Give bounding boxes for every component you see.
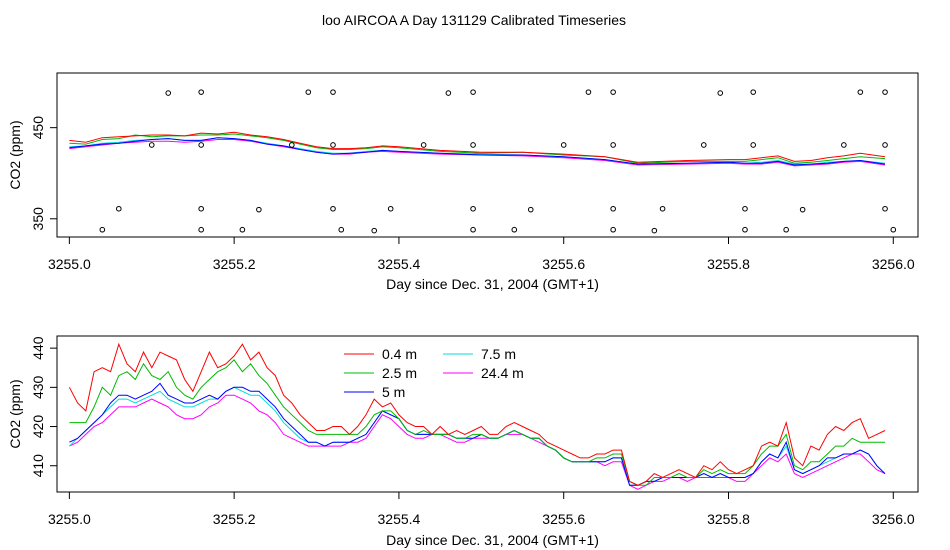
legend-label: 24.4 m — [481, 365, 524, 381]
data-point-marker — [585, 89, 592, 95]
data-point-marker — [115, 205, 122, 212]
series-line-24-4-m — [69, 394, 886, 490]
data-point-marker — [882, 205, 888, 212]
legend-label: 2.5 m — [382, 365, 417, 381]
y-axis-label: CO2 (ppm) — [7, 120, 23, 189]
data-point-marker — [882, 89, 888, 95]
plot-frame — [56, 335, 919, 493]
x-tick-label: 3256.0 — [872, 256, 915, 272]
data-point-marker — [700, 142, 707, 148]
data-point-marker — [198, 226, 204, 233]
series-line-2-5-m — [69, 359, 885, 486]
y-tick-label: 440 — [30, 336, 46, 360]
x-tick-label: 3255.0 — [48, 511, 91, 527]
data-point-marker — [330, 142, 336, 148]
data-point-marker — [239, 226, 246, 233]
data-point-marker — [799, 206, 806, 213]
series-line-5-m — [69, 137, 886, 166]
y-axis-label: CO2 (ppm) — [7, 379, 23, 448]
figure-title: loo AIRCOA A Day 131129 Calibrated Times… — [322, 12, 626, 28]
data-point-marker — [198, 205, 204, 212]
plot-frame — [56, 72, 919, 238]
series-line-2-5-m — [69, 133, 886, 164]
data-point-marker — [651, 227, 658, 234]
x-tick-label: 3255.2 — [213, 256, 256, 272]
y-tick-label: 410 — [30, 454, 46, 478]
data-point-marker — [338, 226, 345, 233]
data-point-marker — [198, 142, 204, 148]
data-point-marker — [750, 89, 757, 95]
data-point-marker — [717, 90, 724, 96]
data-point-marker — [610, 89, 616, 95]
data-point-marker — [289, 142, 295, 148]
x-axis-label: Day since Dec. 31, 2004 (GMT+1) — [386, 276, 599, 292]
data-point-marker — [330, 89, 336, 95]
data-point-marker — [470, 89, 476, 95]
data-point-marker — [420, 142, 427, 148]
data-point-marker — [305, 89, 312, 95]
series-line-0-4-m — [69, 131, 886, 163]
y-tick-label: 430 — [30, 375, 46, 399]
data-point-marker — [890, 226, 897, 233]
data-point-marker — [371, 227, 378, 234]
bottom-panel: 3255.0 3255.2 3255.4 3255.6 3255.8 3256.0 410 4… — [7, 335, 919, 548]
data-point-marker — [445, 90, 452, 96]
legend-label: 7.5 m — [481, 346, 516, 362]
data-point-marker — [560, 142, 567, 148]
legend: 0.4 m 2.5 m 5 m 7.5 m 24.4 m — [344, 346, 524, 400]
data-point-marker — [148, 142, 155, 148]
data-point-marker — [330, 205, 336, 212]
y-tick-label: 420 — [30, 415, 46, 439]
series-line-0-4-m — [68, 342, 886, 486]
x-axis-label: Day since Dec. 31, 2004 (GMT+1) — [386, 532, 599, 548]
data-point-marker — [857, 89, 864, 95]
data-point-marker — [659, 205, 666, 212]
x-tick-label: 3255.8 — [707, 511, 750, 527]
data-point-marker — [742, 226, 748, 233]
data-point-marker — [198, 89, 204, 95]
data-point-marker — [470, 226, 476, 233]
data-point-marker — [882, 142, 888, 148]
y-tick-label: 350 — [30, 207, 46, 231]
data-point-marker — [610, 205, 616, 212]
data-point-marker — [527, 206, 534, 213]
series-line-5-m — [69, 382, 886, 486]
x-tick-label: 3256.0 — [872, 511, 915, 527]
data-point-marker — [742, 205, 748, 212]
legend-label: 5 m — [382, 384, 405, 400]
x-tick-label: 3255.2 — [213, 511, 256, 527]
top-panel: 3255.0 3255.2 3255.4 3255.6 3255.8 3256.0 350 4… — [7, 72, 919, 292]
x-tick-label: 3255.6 — [542, 511, 585, 527]
x-tick-label: 3255.0 — [48, 256, 91, 272]
data-point-marker — [610, 142, 616, 148]
x-tick-label: 3255.4 — [378, 511, 421, 527]
data-point-marker — [387, 205, 394, 212]
data-point-marker — [841, 142, 847, 148]
data-point-marker — [783, 226, 789, 233]
x-tick-label: 3255.8 — [707, 256, 750, 272]
x-tick-label: 3255.6 — [542, 256, 585, 272]
data-point-marker — [99, 226, 106, 233]
x-tick-label: 3255.4 — [378, 256, 421, 272]
data-point-marker — [610, 226, 616, 233]
legend-label: 0.4 m — [382, 346, 417, 362]
data-point-marker — [750, 142, 757, 148]
data-point-marker — [470, 205, 476, 212]
y-tick-label: 450 — [30, 116, 46, 140]
data-point-marker — [256, 206, 262, 213]
data-point-marker — [511, 226, 518, 233]
data-point-marker — [470, 142, 476, 148]
data-point-marker — [165, 90, 172, 96]
